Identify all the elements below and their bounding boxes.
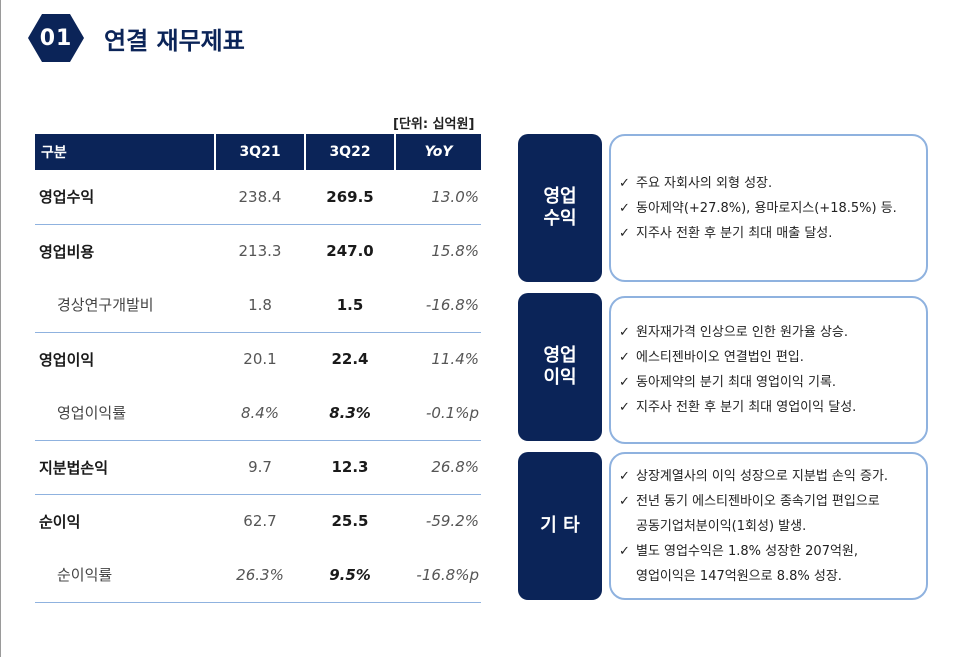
revenue-tag: 영업 수익 bbox=[518, 134, 602, 282]
profit-tag-line1: 영업 bbox=[543, 344, 577, 366]
cell-3q22: 25.5 bbox=[331, 512, 369, 531]
cell-3q21: 1.8 bbox=[215, 278, 305, 333]
table-row: 순이익 62.7 25.5 -59.2% bbox=[35, 494, 481, 548]
cell-yoy: 15.8% bbox=[431, 242, 479, 261]
other-notes: ✓ 상장계열사의 이익 성장으로 지분법 손익 증가. ✓ 전년 동기 에스티젠바이… bbox=[609, 452, 928, 600]
cell-3q21: 213.3 bbox=[238, 242, 282, 261]
revenue-tag-line1: 영업 bbox=[543, 185, 577, 207]
check-icon: ✓ bbox=[619, 200, 630, 216]
header-category: 구분 bbox=[35, 134, 215, 170]
other-tag: 기 타 bbox=[518, 452, 602, 600]
financial-table: 구분 3Q21 3Q22 YoY 영업수익 238.4 269.5 13.0% … bbox=[35, 134, 481, 603]
cell-3q22: 9.5% bbox=[305, 548, 395, 603]
list-item: ✓ 동아제약의 분기 최대 영업이익 기록. bbox=[619, 370, 926, 395]
header-yoy: YoY bbox=[394, 134, 481, 170]
cell-3q21: 8.4% bbox=[215, 386, 305, 441]
profit-tag: 영업 이익 bbox=[518, 293, 602, 441]
cell-yoy: 13.0% bbox=[395, 170, 481, 225]
check-icon: ✓ bbox=[619, 175, 630, 191]
cell-3q22: 22.4 bbox=[331, 350, 369, 369]
page-title: 연결 재무제표 bbox=[104, 26, 245, 55]
table-row: 영업이익 20.1 22.4 11.4% bbox=[35, 332, 481, 386]
profit-tag-line2: 이익 bbox=[543, 367, 577, 388]
table-row: 영업수익 238.4 269.5 13.0% bbox=[35, 170, 481, 225]
cell-yoy: -16.8% bbox=[395, 278, 481, 333]
cell-yoy: -16.8%p bbox=[395, 548, 481, 603]
table-row: 경상연구개발비 1.8 1.5 -16.8% bbox=[35, 278, 481, 333]
cell-3q22: 1.5 bbox=[305, 278, 395, 333]
cell-yoy: -59.2% bbox=[425, 512, 479, 531]
list-item: ✓ 동아제약(+27.8%), 용마로지스(+18.5%) 등. bbox=[619, 196, 926, 221]
check-icon: ✓ bbox=[619, 325, 630, 340]
row-label: 순이익률 bbox=[35, 548, 215, 603]
cell-3q21: 238.4 bbox=[215, 170, 305, 225]
list-item-continuation: 공동기업처분이익(1회성) 발생. bbox=[636, 518, 807, 534]
check-icon: ✓ bbox=[619, 468, 630, 484]
revenue-tag-line2: 수익 bbox=[543, 208, 577, 229]
cell-3q21: 26.3% bbox=[215, 548, 305, 603]
cell-3q22: 8.3% bbox=[305, 386, 395, 441]
table-row: 영업이익률 8.4% 8.3% -0.1%p bbox=[35, 386, 481, 441]
table-row: 지분법손익 9.7 12.3 26.8% bbox=[35, 440, 481, 495]
revenue-notes: ✓ 주요 자회사의 외형 성장. ✓ 동아제약(+27.8%), 용마로지스(+18… bbox=[609, 134, 928, 282]
row-label: 영업수익 bbox=[35, 170, 215, 225]
unit-label: [단위: 십억원] bbox=[393, 117, 475, 132]
list-item: ✓ 상장계열사의 이익 성장으로 지분법 손익 증가. bbox=[619, 464, 926, 489]
cell-3q22: 12.3 bbox=[305, 440, 395, 495]
check-icon: ✓ bbox=[619, 400, 630, 415]
header-3q22: 3Q22 bbox=[304, 134, 395, 170]
table-header-row: 구분 3Q21 3Q22 YoY bbox=[35, 134, 481, 170]
check-icon: ✓ bbox=[619, 375, 630, 390]
cell-yoy: 11.4% bbox=[431, 350, 479, 369]
list-item: ✓ 에스티젠바이오 연결법인 편입. bbox=[619, 345, 926, 370]
left-edge-line bbox=[0, 0, 1, 657]
list-item: ✓ 주요 자회사의 외형 성장. bbox=[619, 171, 926, 196]
list-item: ✓ 원자재가격 인상으로 인한 원가율 상승. bbox=[619, 320, 926, 345]
other-tag-label: 기 타 bbox=[540, 514, 580, 536]
header-3q21: 3Q21 bbox=[214, 134, 305, 170]
row-label: 순이익 bbox=[39, 512, 81, 531]
row-label: 영업비용 bbox=[39, 242, 95, 261]
table-row: 영업비용 213.3 247.0 15.8% bbox=[35, 224, 481, 278]
section-header: 01 연결 재무제표 bbox=[28, 12, 245, 64]
cell-3q22: 247.0 bbox=[326, 242, 374, 261]
table-row: 순이익률 26.3% 9.5% -16.8%p bbox=[35, 548, 481, 603]
check-icon: ✓ bbox=[619, 350, 630, 365]
cell-3q21: 20.1 bbox=[243, 350, 277, 369]
list-item-continuation: 영업이익은 147억원으로 8.8% 성장. bbox=[636, 568, 842, 584]
row-label: 영업이익률 bbox=[35, 386, 215, 441]
list-item: ✓ 지주사 전환 후 분기 최대 영업이익 달성. bbox=[619, 395, 926, 420]
list-item: ✓ 별도 영업수익은 1.8% 성장한 207억원, bbox=[619, 539, 926, 564]
profit-notes: ✓ 원자재가격 인상으로 인한 원가율 상승. ✓ 에스티젠바이오 연결법인 편입.… bbox=[609, 296, 928, 444]
check-icon: ✓ bbox=[619, 543, 630, 559]
check-icon: ✓ bbox=[619, 225, 630, 241]
cell-3q21: 62.7 bbox=[243, 512, 277, 531]
check-icon: ✓ bbox=[619, 493, 630, 509]
section-number-badge: 01 bbox=[28, 14, 84, 62]
row-label: 경상연구개발비 bbox=[35, 278, 215, 333]
row-label: 영업이익 bbox=[39, 350, 95, 369]
list-item: ✓ 전년 동기 에스티젠바이오 종속기업 편입으로 bbox=[619, 489, 926, 514]
cell-3q22: 269.5 bbox=[305, 170, 395, 225]
list-item: ✓ 지주사 전환 후 분기 최대 매출 달성. bbox=[619, 221, 926, 246]
cell-yoy: 26.8% bbox=[395, 440, 481, 495]
cell-yoy: -0.1%p bbox=[395, 386, 481, 441]
cell-3q21: 9.7 bbox=[215, 440, 305, 495]
row-label: 지분법손익 bbox=[35, 440, 215, 495]
